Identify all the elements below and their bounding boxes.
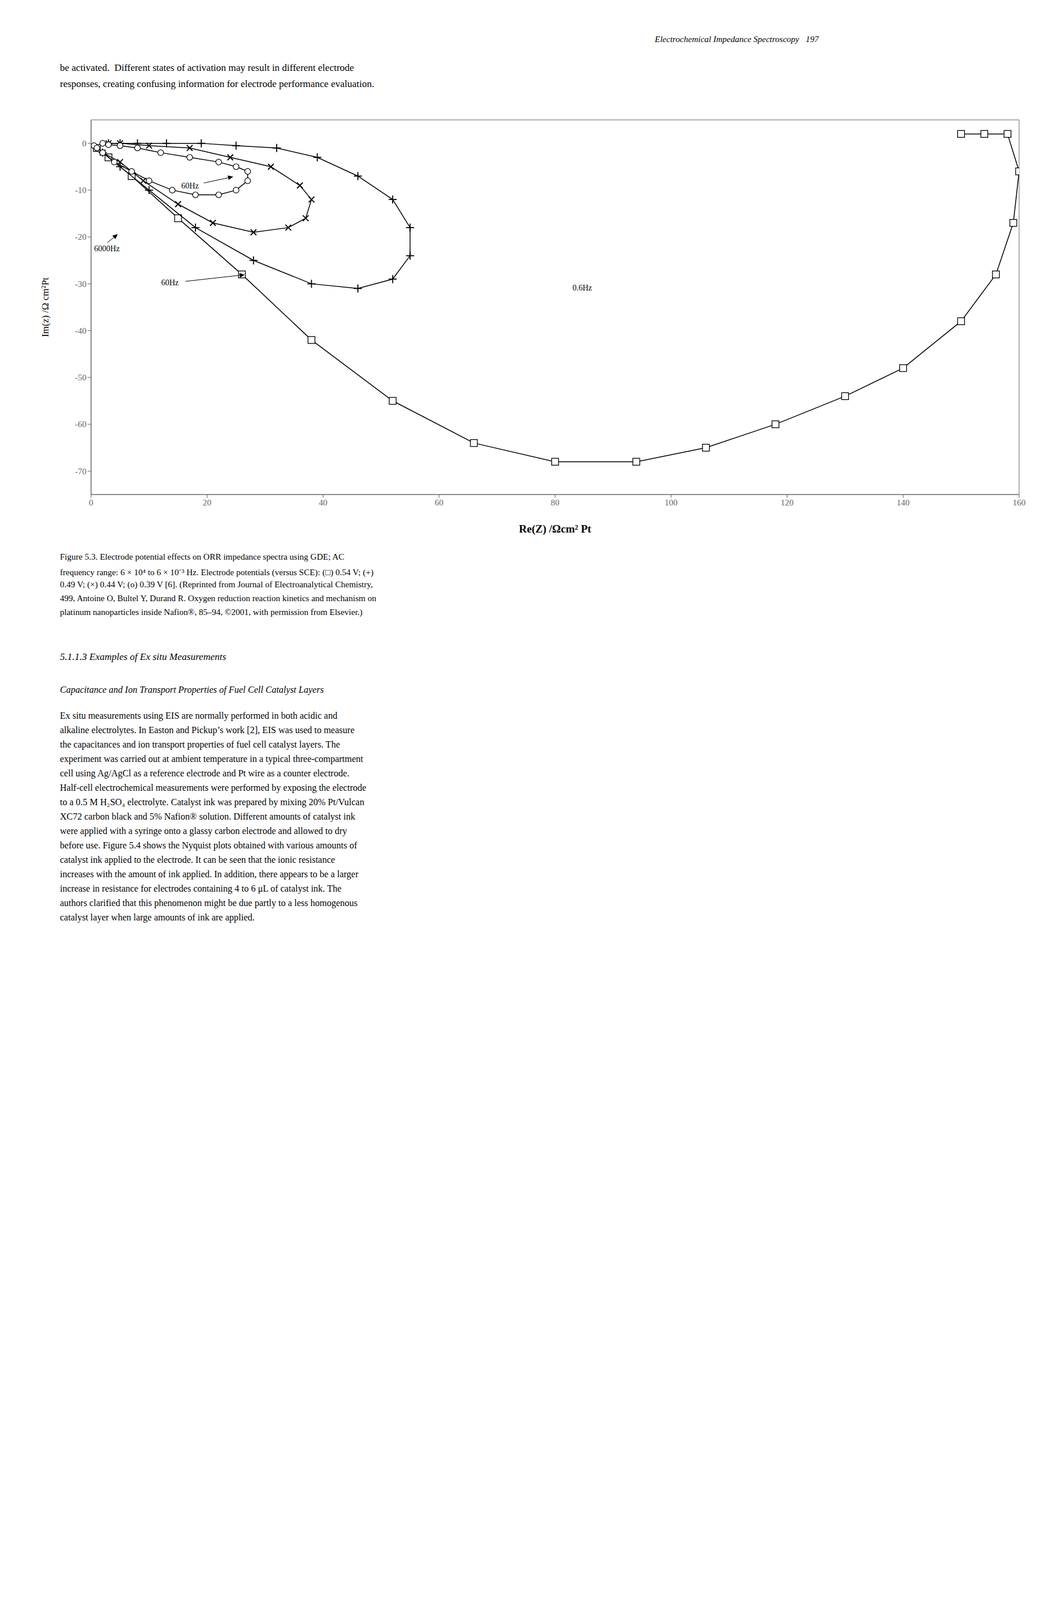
svg-text:-10: -10 [74, 185, 87, 195]
html-text:catalyst layer when large amou: catalyst layer when large amounts of ink… [59, 912, 255, 923]
svg-text:100: 100 [664, 498, 678, 508]
html-text:increase in resistance for ele: increase in resistance for electrodes co… [59, 883, 342, 894]
html-text:Half-cell electrochemical meas: Half-cell electrochemical measurements w… [59, 782, 367, 793]
svg-text:Im(z) /Ω cm²Pt: Im(z) /Ω cm²Pt [39, 277, 51, 338]
svg-text:160: 160 [1012, 498, 1027, 508]
html-text:cell using Ag/AgCl as a refere: cell using Ag/AgCl as a reference electr… [59, 768, 350, 779]
html-text:to a 0.5 M H₂SO₄ electrolyte.: to a 0.5 M H₂SO₄ electrolyte. Catalyst i… [59, 797, 365, 807]
html-text:Ex situ measurements using EIS: Ex situ measurements using EIS are norma… [59, 710, 338, 721]
svg-text:0: 0 [82, 138, 88, 149]
svg-text:60Hz: 60Hz [181, 181, 199, 191]
svg-text:140: 140 [896, 498, 911, 508]
html-text:0.49 V; (×) 0.44 V; (o) 0.39 V: 0.49 V; (×) 0.44 V; (o) 0.39 V [6]. (Rep… [59, 579, 373, 590]
svg-text:0: 0 [88, 498, 94, 508]
svg-text:40: 40 [318, 498, 328, 508]
svg-text:80: 80 [551, 498, 560, 508]
html-text:platinum nanoparticles inside: platinum nanoparticles inside Nafion®, 8… [59, 607, 363, 617]
svg-text:20: 20 [202, 498, 212, 508]
html-text:XC72 carbon black and 5% Nafio: XC72 carbon black and 5% Nafion® solutio… [59, 811, 356, 822]
svg-text:6000Hz: 6000Hz [93, 244, 120, 254]
html-text:were applied with a syringe on: were applied with a syringe onto a glass… [59, 826, 348, 836]
html-text:alkaline electrolytes. In East: alkaline electrolytes. In Easton and Pic… [59, 725, 355, 735]
html-text:frequency range: 6 × 10⁴ to 6: frequency range: 6 × 10⁴ to 6 × 10⁻³ Hz.… [59, 567, 374, 577]
html-text:Electrochemical Impedance Spec: Electrochemical Impedance Spectroscopy 1… [654, 34, 819, 44]
svg-text:-70: -70 [74, 466, 87, 477]
svg-text:60: 60 [434, 498, 444, 508]
html-text:experiment was carried out at: experiment was carried out at ambient te… [59, 753, 364, 764]
svg-text:120: 120 [780, 498, 794, 508]
html-text:Capacitance and Ion Transport: Capacitance and Ion Transport Properties… [59, 684, 324, 695]
svg-text:60Hz: 60Hz [161, 278, 179, 288]
html-text:catalyst ink applied to the el: catalyst ink applied to the electrode. I… [59, 854, 335, 865]
svg-text:-40: -40 [74, 326, 87, 336]
svg-text:-20: -20 [74, 232, 87, 242]
html-text:be activated. Different states: be activated. Different states of activa… [59, 62, 354, 74]
svg-text:-50: -50 [74, 372, 87, 383]
svg-text:-60: -60 [74, 419, 87, 429]
html-text:Figure 5.3. Electrode potentia: Figure 5.3. Electrode potential effects … [59, 552, 345, 562]
svg-text:0.6Hz: 0.6Hz [572, 283, 592, 293]
html-text:5.1.1.3 Examples of Ex situ Me: 5.1.1.3 Examples of Ex situ Measurements [59, 651, 227, 663]
html-text:increases with the amount of i: increases with the amount of ink applied… [59, 869, 359, 880]
html-text:499, Antoine O, Bultel Y, Dura: 499, Antoine O, Bultel Y, Durand R. Oxyg… [59, 593, 377, 603]
svg-text:-30: -30 [74, 279, 87, 289]
html-text:authors clarified that this ph: authors clarified that this phenomenon m… [59, 898, 358, 908]
html-text:the capacitances and ion trans: the capacitances and ion transport prope… [59, 739, 340, 750]
svg-text:Re(Z) /Ωcm² Pt: Re(Z) /Ωcm² Pt [518, 522, 592, 536]
html-text:before use. Figure 5.4 shows t: before use. Figure 5.4 shows the Nyquist… [59, 840, 358, 851]
html-text:responses, creating confusing: responses, creating confusing informatio… [59, 78, 375, 90]
